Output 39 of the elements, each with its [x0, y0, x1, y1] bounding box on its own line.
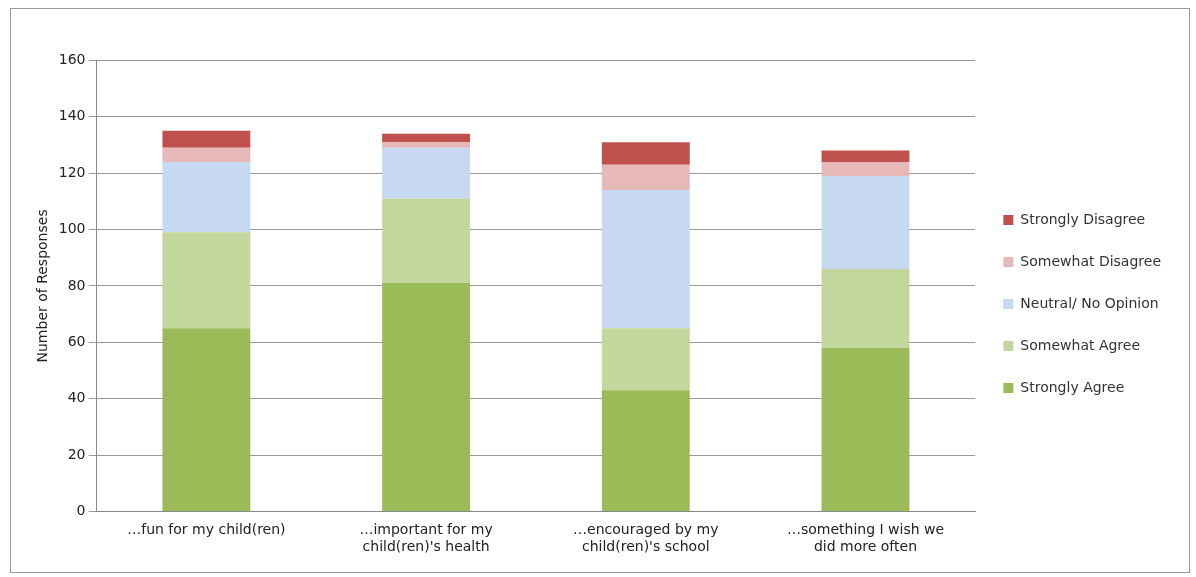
- x-tick-label: …something I wish we did more often: [786, 521, 945, 555]
- bar: [162, 328, 251, 511]
- y-tick-label: 80: [67, 276, 86, 293]
- y-tick-label: 20: [67, 445, 86, 462]
- bar: [382, 198, 471, 284]
- bar: [382, 283, 471, 511]
- bar: [601, 390, 690, 511]
- bar: [821, 268, 910, 348]
- bar: [821, 161, 910, 176]
- bar: [601, 164, 690, 191]
- bar: [601, 142, 690, 165]
- legend-label: Somewhat Disagree: [1020, 252, 1162, 269]
- bar: [162, 232, 251, 329]
- bar: [382, 133, 471, 143]
- x-tick-label: …important for my child(ren)'s health: [359, 521, 493, 555]
- legend-label: Neutral/ No Opinion: [1020, 294, 1159, 311]
- bar: [821, 150, 910, 162]
- bar: [382, 142, 471, 148]
- legend-label: Strongly Disagree: [1020, 210, 1146, 227]
- x-tick-label: …encouraged by my child(ren)'s school: [573, 521, 719, 555]
- x-tick-label: …fun for my child(ren): [127, 521, 286, 538]
- bar: [601, 328, 690, 391]
- y-tick-label: 100: [58, 220, 86, 237]
- y-tick-label: 60: [67, 332, 86, 349]
- bar: [162, 130, 251, 148]
- bar: [821, 347, 910, 511]
- bar: [382, 147, 471, 199]
- y-axis-title: Number of Responses: [34, 209, 51, 363]
- y-tick-label: 40: [67, 389, 86, 406]
- legend-label: Strongly Agree: [1020, 378, 1125, 395]
- y-tick-label: 160: [58, 51, 86, 68]
- bar: [162, 161, 251, 233]
- y-tick-label: 140: [58, 107, 86, 124]
- bar: [821, 175, 910, 269]
- y-tick-label: 120: [58, 163, 86, 180]
- y-tick-label: 0: [76, 502, 86, 519]
- legend-label: Somewhat Agree: [1020, 336, 1141, 353]
- bar: [601, 190, 690, 329]
- bar: [162, 147, 251, 162]
